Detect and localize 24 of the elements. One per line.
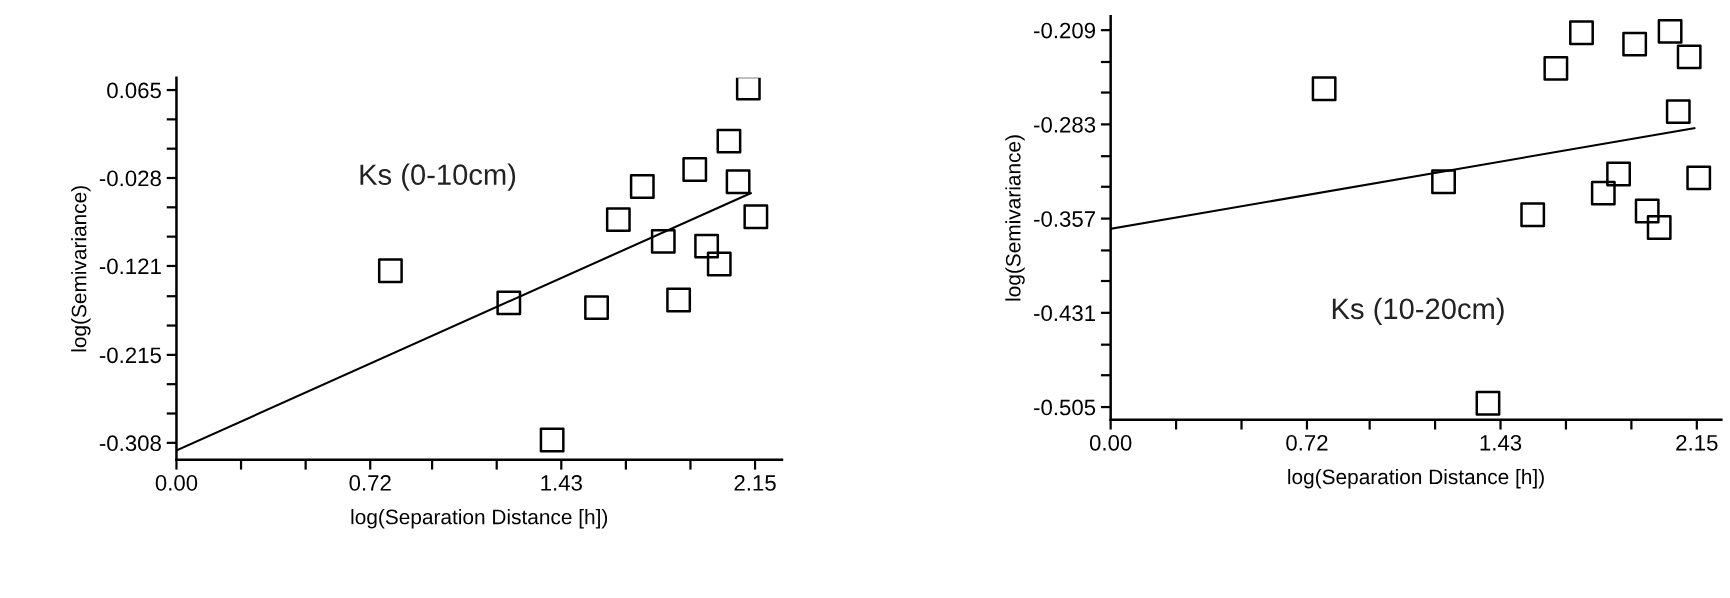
annotation: Ks (0-10cm) [360,163,516,191]
x-tick-label: 0.00 [1089,434,1132,451]
x-axis-title: log(Separation Distance [h]) [351,509,608,529]
x-tick-label: 0.00 [155,475,198,491]
x-tick-label: 0.72 [349,475,391,491]
y-tick-label: -0.431 [1034,305,1095,322]
y-tick-label: -0.308 [99,435,161,452]
x-tick-label: 2.15 [1676,434,1718,451]
x-axis-title: log(Separation Distance [h]) [1288,468,1544,489]
y-tick-label: -0.215 [99,347,161,364]
y-tick-label: -0.283 [1034,116,1096,133]
y-tick-label: -0.357 [1034,211,1095,227]
annotation: Ks (10-20cm) [1332,297,1504,325]
x-tick-label: 1.43 [541,475,582,491]
y-tick-label: -0.209 [1034,22,1096,39]
y-tick-label: -0.505 [1034,399,1096,416]
y-tick-label: 0.065 [107,82,161,99]
y-axis-title: log(Semivariance) [1005,135,1025,301]
x-tick-label: 0.72 [1286,434,1328,451]
y-axis-title: log(Semivariance) [71,186,91,352]
x-tick-label: 2.15 [734,475,776,491]
y-tick-label: -0.028 [99,170,161,187]
y-tick-label: -0.121 [99,258,161,275]
x-tick-label: 1.43 [1480,434,1522,451]
